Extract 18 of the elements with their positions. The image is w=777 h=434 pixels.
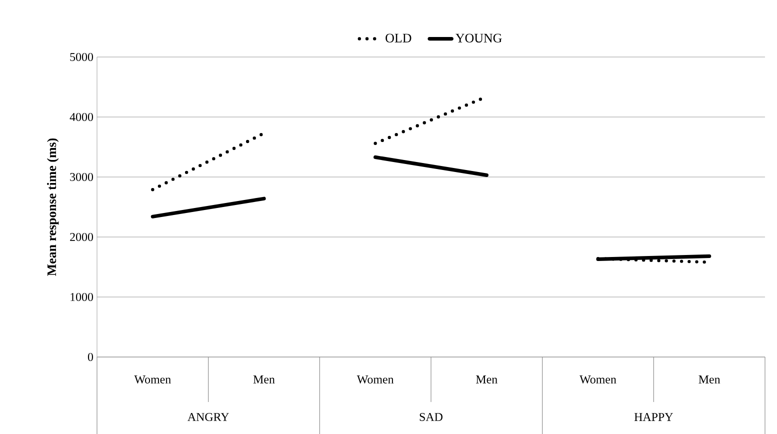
y-axis-title: Mean response time (ms) [46,138,59,276]
x-tick-label: Women [134,376,171,384]
y-tick-label: 2000 [70,232,94,242]
y-tick-label: 5000 [70,52,94,62]
y-tick-label: 4000 [70,112,94,122]
y-tick-label: 3000 [70,172,94,182]
y-tick-label: 1000 [70,292,94,302]
legend-label: YOUNG [456,34,502,42]
text: ANGRY [188,412,229,422]
x-tick-label: Women [356,376,394,384]
text: SAD [420,412,442,422]
x-tick-label: Men [698,376,720,384]
x-tick-label: Men [476,376,498,384]
x-tick-label: Women [580,376,616,384]
legend-label: OLD [386,34,412,42]
text: HAPPY [634,413,673,421]
x-tick-label: Men [253,376,275,384]
y-tick-label: 0 [88,352,94,362]
